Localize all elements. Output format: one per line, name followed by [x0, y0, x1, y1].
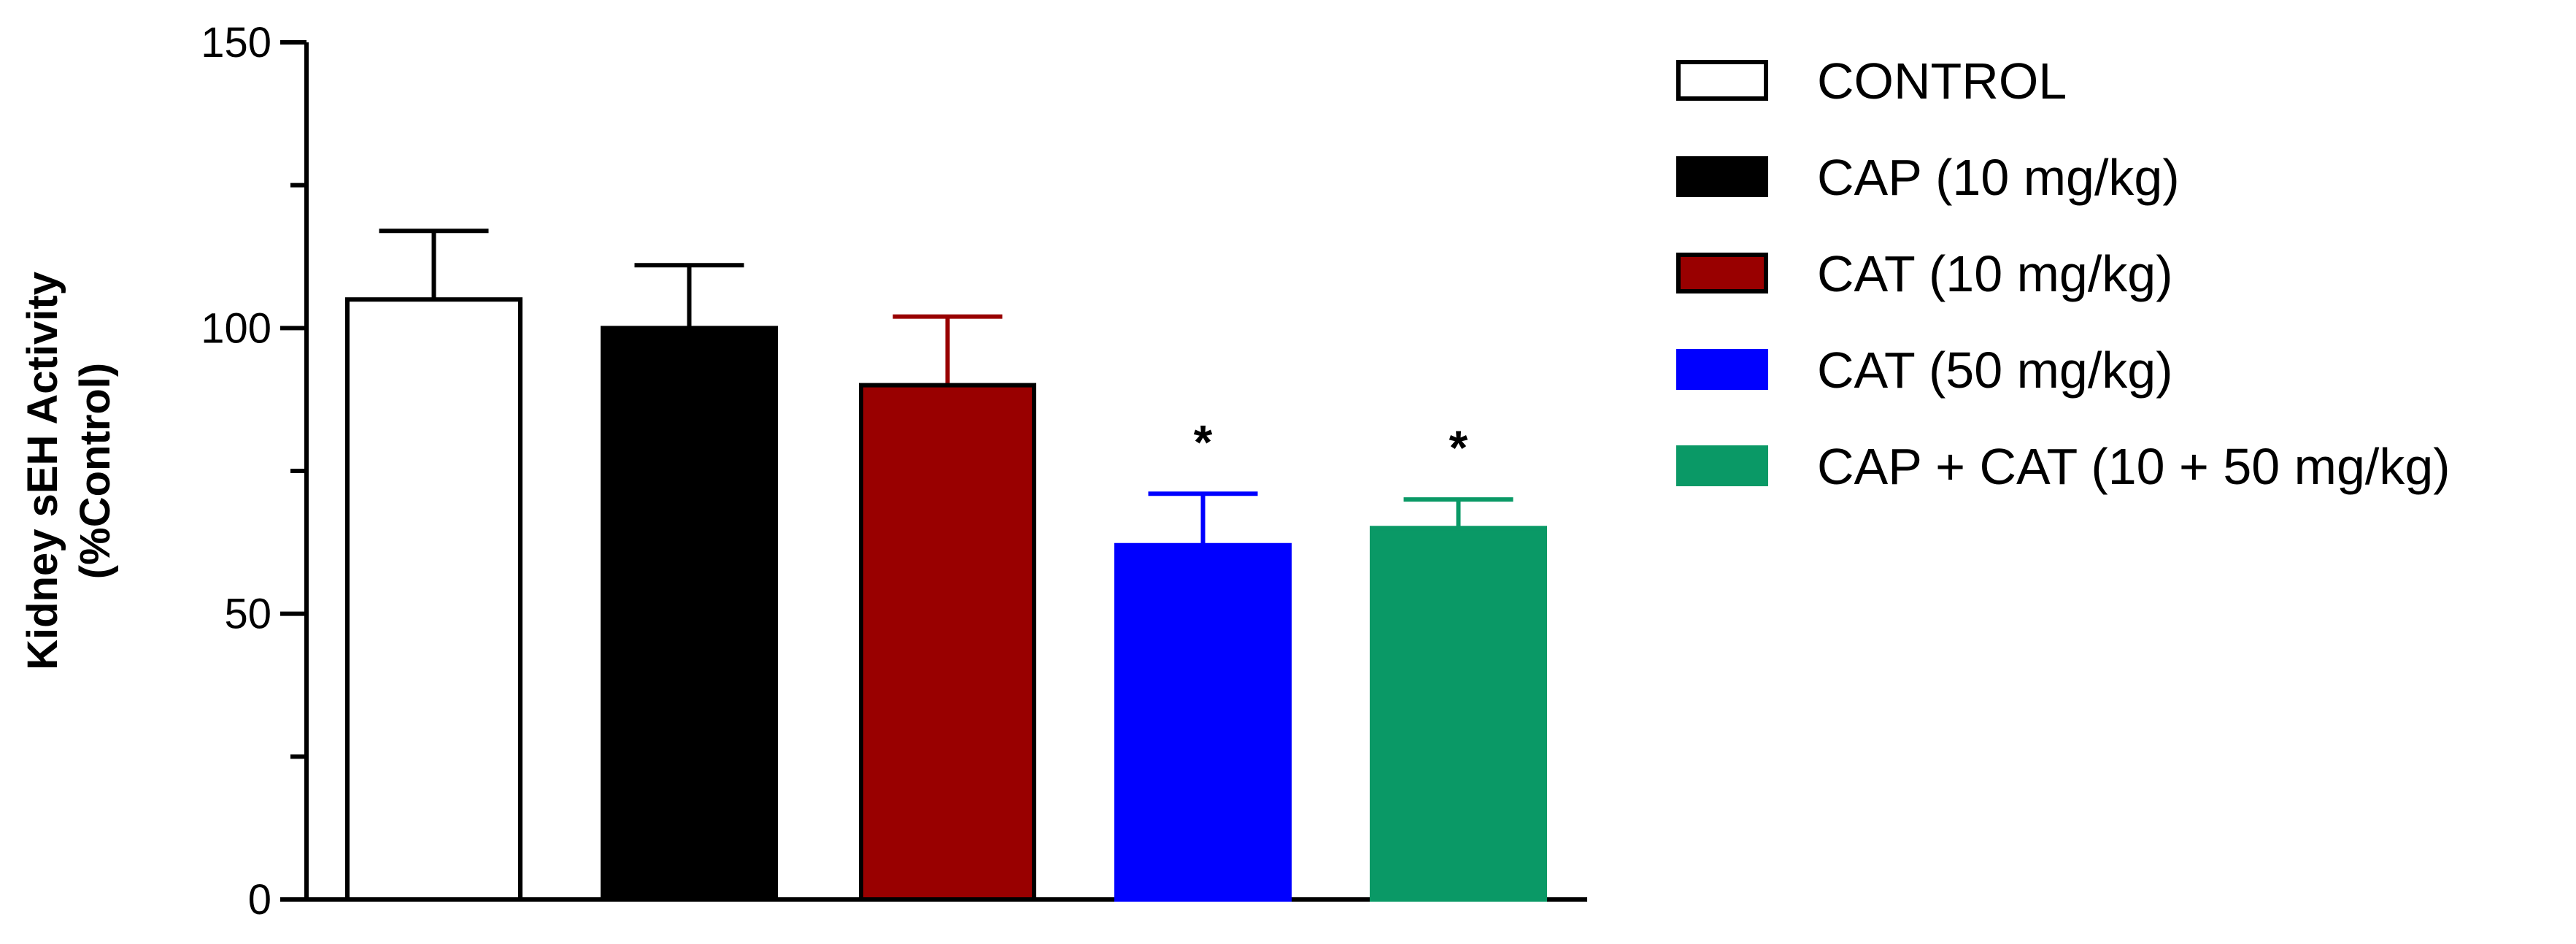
legend-swatch-1 — [1676, 60, 1768, 101]
legend-swatch-5 — [1676, 445, 1768, 486]
y-tick-label: 0 — [248, 876, 271, 924]
legend-label-4: CAT (50 mg/kg) — [1817, 342, 2173, 399]
y-axis-title-line1: Kidney sEH Activity — [19, 272, 66, 670]
y-axis-title-line2: (%Control) — [72, 363, 119, 579]
legend-swatch-2 — [1676, 156, 1768, 197]
legend-label-3: CAT (10 mg/kg) — [1817, 245, 2173, 302]
bar-2 — [601, 326, 778, 902]
legend-swatch-3 — [1676, 253, 1768, 293]
significance-marker: * — [1449, 421, 1468, 475]
significance-marker: * — [1194, 415, 1213, 469]
bar-4 — [1114, 542, 1292, 902]
legend-label-2: CAP (10 mg/kg) — [1817, 149, 2180, 206]
bar-5 — [1370, 526, 1547, 902]
legend-swatch-4 — [1676, 349, 1768, 390]
legend-label-1: CONTROL — [1817, 53, 2067, 110]
y-tick-label: 150 — [201, 19, 271, 66]
legend-label-5: CAP + CAT (10 + 50 mg/kg) — [1817, 438, 2450, 495]
bar-1 — [345, 297, 522, 902]
bar-3 — [859, 383, 1036, 902]
y-tick-label: 100 — [201, 304, 271, 352]
y-tick-label: 50 — [224, 591, 271, 638]
